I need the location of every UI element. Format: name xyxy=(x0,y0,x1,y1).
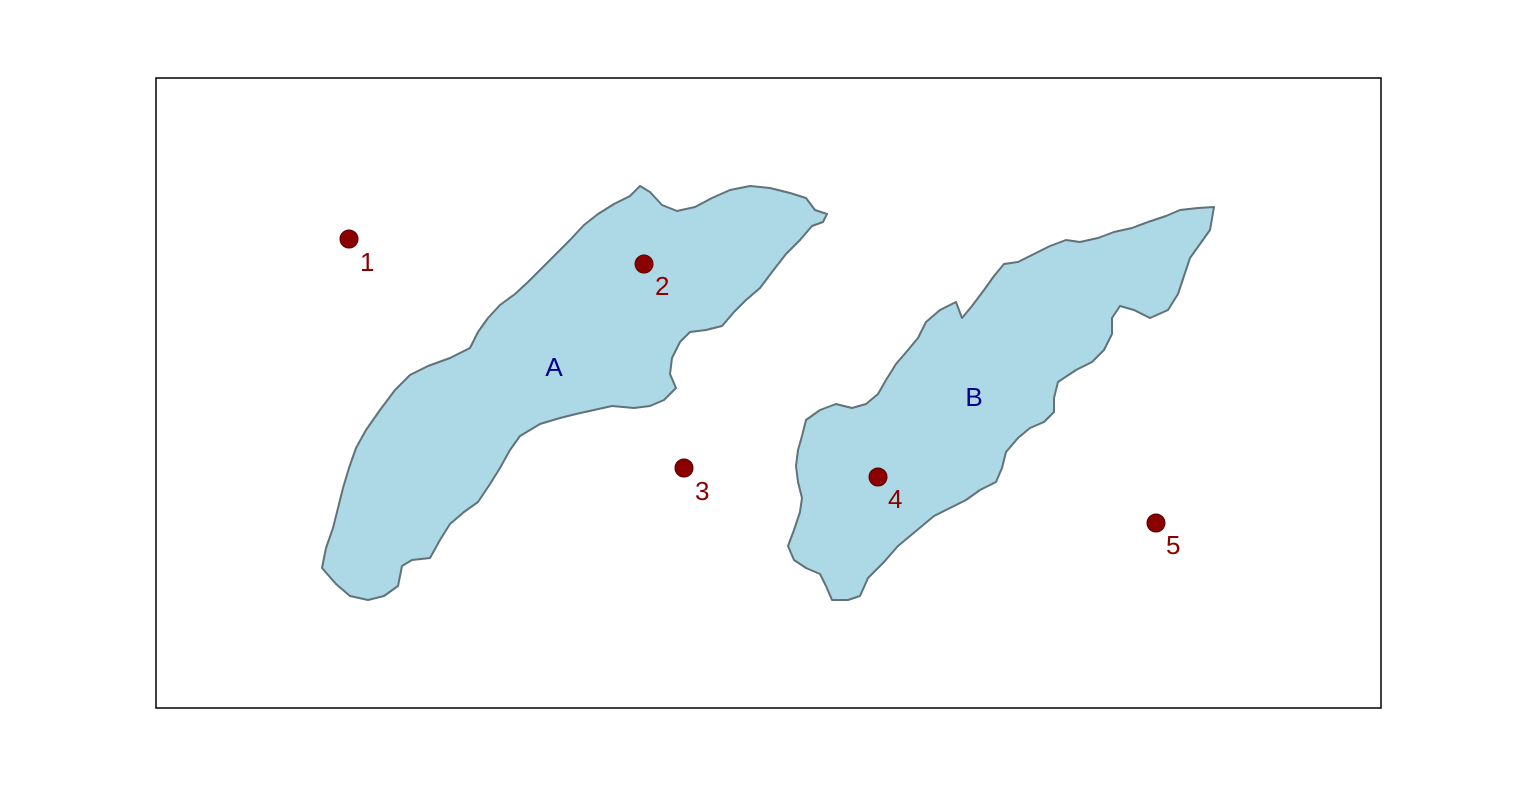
point-5: 5 xyxy=(1146,513,1180,560)
region-b-shape xyxy=(787,206,1215,601)
map-frame xyxy=(155,77,1382,709)
point-5-marker xyxy=(1146,513,1166,533)
point-5-label: 5 xyxy=(1166,530,1180,560)
region-b-label: B xyxy=(965,382,982,412)
point-1-label: 1 xyxy=(360,247,374,277)
point-2-label: 2 xyxy=(655,271,669,301)
point-3: 3 xyxy=(674,458,709,506)
region-a-label: A xyxy=(545,352,563,382)
point-4: 4 xyxy=(868,467,902,514)
point-4-marker xyxy=(868,467,888,487)
point-3-marker xyxy=(674,458,694,478)
point-3-label: 3 xyxy=(695,476,709,506)
point-4-label: 4 xyxy=(888,484,902,514)
point-2-marker xyxy=(634,254,654,274)
region-a-shape xyxy=(321,185,828,601)
point-1-marker xyxy=(339,229,359,249)
point-2: 2 xyxy=(634,254,669,301)
point-1: 1 xyxy=(339,229,374,277)
